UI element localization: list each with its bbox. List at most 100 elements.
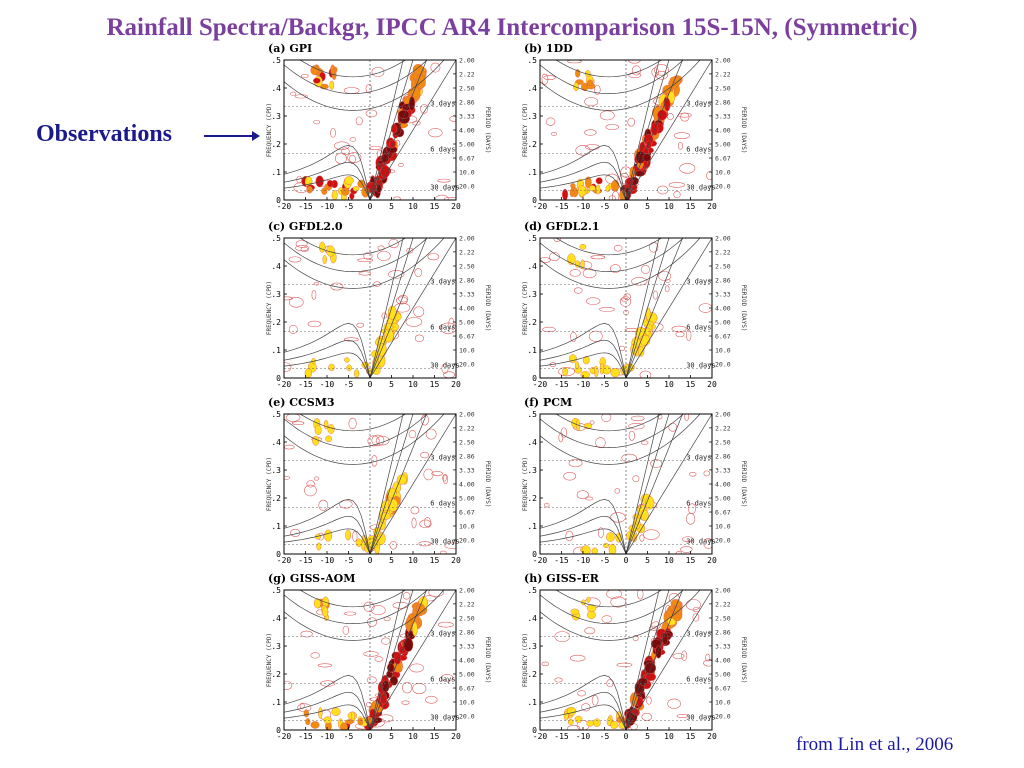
background-contour <box>563 471 577 481</box>
x-tick-label: 15 <box>686 380 696 388</box>
background-contour <box>668 422 678 432</box>
x-tick-label: -20 <box>533 380 548 388</box>
background-contour <box>569 269 581 277</box>
kelvin-signal <box>637 346 645 357</box>
background-contour <box>414 268 423 277</box>
period-tick-label: 2.50 <box>459 615 475 623</box>
background-contour <box>413 306 425 318</box>
gravity-signal <box>322 606 329 618</box>
period-tick-label: 2.86 <box>715 453 731 461</box>
rossby-signal <box>593 718 601 727</box>
background-contour <box>304 484 317 497</box>
background-contour <box>363 601 375 613</box>
x-tick-label: 15 <box>430 202 440 210</box>
kelvin-signal <box>664 97 671 112</box>
x-tick-label: -10 <box>320 556 335 564</box>
x-tick-label: 10 <box>408 202 418 210</box>
background-contour <box>395 296 408 305</box>
dispersion-curve <box>284 174 371 200</box>
rossby-signal <box>328 363 335 371</box>
background-contour <box>685 329 692 341</box>
rossby-signal <box>310 721 320 729</box>
period-tick-label: 3.33 <box>459 642 475 650</box>
y-tick-label: .2 <box>527 318 537 327</box>
background-contour <box>650 459 663 468</box>
x-tick-label: 20 <box>707 556 717 564</box>
gravity-signal <box>314 424 322 436</box>
background-contour <box>655 71 668 80</box>
dispersion-curve <box>625 60 683 200</box>
background-contour <box>284 680 293 690</box>
y-tick-label: .5 <box>527 56 537 65</box>
background-contour <box>343 337 359 342</box>
y-tick-label: 0 <box>532 374 537 383</box>
period-reference-label: 6 days <box>430 676 455 684</box>
background-contour <box>575 145 591 156</box>
background-contour <box>565 530 574 542</box>
period-tick-label: 2.86 <box>459 629 475 637</box>
period-tick-label: 6.67 <box>715 509 731 517</box>
period-tick-label: 2.86 <box>459 99 475 107</box>
rossby-signal <box>603 542 609 548</box>
period-axis-label: PERIOD (DAYS) <box>740 461 747 508</box>
rossby-signal <box>357 718 364 726</box>
y-tick-label: .2 <box>527 494 537 503</box>
dispersion-curve <box>299 590 407 608</box>
background-contour <box>412 120 421 126</box>
panel-title: (a) GPI <box>268 42 313 55</box>
background-contour <box>589 420 595 425</box>
background-contour <box>628 72 642 79</box>
background-contour <box>628 430 635 441</box>
background-contour <box>410 506 420 515</box>
dispersion-curve <box>284 590 428 624</box>
rossby-signal <box>344 176 354 185</box>
kelvin-signal <box>393 651 402 665</box>
period-tick-label: 10.0 <box>715 169 731 177</box>
dispersion-curve <box>625 238 683 378</box>
period-reference-label: 30 days <box>430 537 460 545</box>
background-contour <box>313 476 320 481</box>
background-contour <box>444 542 456 549</box>
background-contour <box>288 296 304 308</box>
dispersion-curve <box>369 590 427 730</box>
plot-area <box>284 238 456 378</box>
x-tick-label: 15 <box>430 732 440 740</box>
dispersion-curve <box>625 60 660 200</box>
y-axis-label: FREQUENCY (CPD) <box>522 281 529 335</box>
dispersion-curve <box>540 675 627 730</box>
rossby-signal <box>345 719 354 725</box>
y-tick-label: .2 <box>271 494 281 503</box>
spectrum-panel: (a) GPI 3 days 6 days 30 days -20 -15 -10 -5 0 5 1… <box>262 42 492 210</box>
background-contour <box>577 690 586 697</box>
period-axis-label: PERIOD (DAYS) <box>740 637 747 684</box>
spectrum-panel: (h) GISS-ER 3 days 6 days 30 days -20 -15 -10 -… <box>518 572 748 740</box>
period-tick-label: 4.00 <box>715 481 731 489</box>
background-contour <box>541 661 550 667</box>
background-contour <box>284 444 295 450</box>
kelvin-signal <box>412 621 418 637</box>
plot-area <box>284 60 456 200</box>
panel-title: (h) GISS-ER <box>524 572 599 585</box>
spectrum-panel: (e) CCSM3 3 days 6 days 30 days -20 -15 -10 -5 0… <box>262 396 492 564</box>
rossby-signal <box>563 711 569 721</box>
dispersion-curve <box>369 60 456 200</box>
rossby-signal <box>569 188 575 198</box>
period-tick-label: 10.0 <box>459 347 475 355</box>
period-tick-label: 2.00 <box>715 235 731 243</box>
background-contour <box>584 129 597 136</box>
background-contour <box>393 196 401 200</box>
x-tick-label: 10 <box>664 556 674 564</box>
dispersion-curve <box>540 528 627 554</box>
period-reference-label: 30 days <box>430 713 460 721</box>
dispersion-curve <box>625 414 712 554</box>
background-contour <box>307 320 322 328</box>
background-contour <box>439 550 447 554</box>
background-contour <box>590 255 606 260</box>
period-tick-label: 5.00 <box>715 319 731 327</box>
y-tick-label: .4 <box>271 438 281 447</box>
dispersion-curve <box>284 323 371 378</box>
kelvin-signal <box>645 496 655 510</box>
y-tick-label: .5 <box>271 56 281 65</box>
rossby-signal <box>611 179 620 192</box>
